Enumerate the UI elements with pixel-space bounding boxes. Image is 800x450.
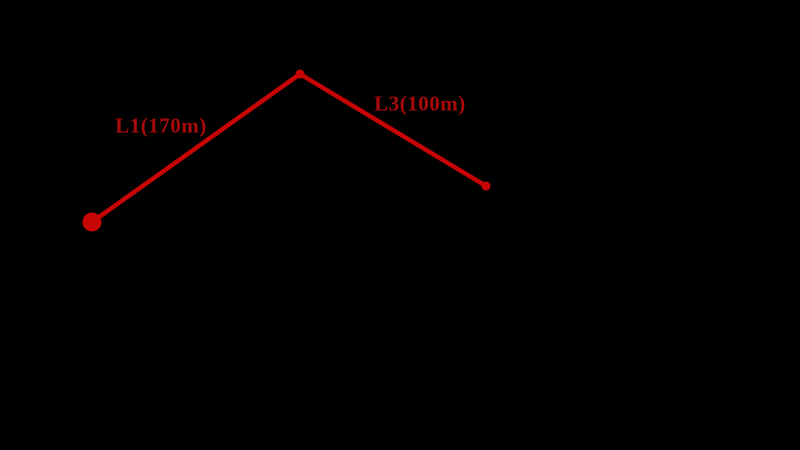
segment-label-l1: L1(170m) [115,113,207,138]
peak-point [295,69,305,79]
end-point [481,181,491,191]
segment-line-l1 [89,71,303,225]
start-point [82,212,102,232]
segment-label-l3: L3(100m) [374,91,466,116]
segment-line-l3 [297,71,489,189]
